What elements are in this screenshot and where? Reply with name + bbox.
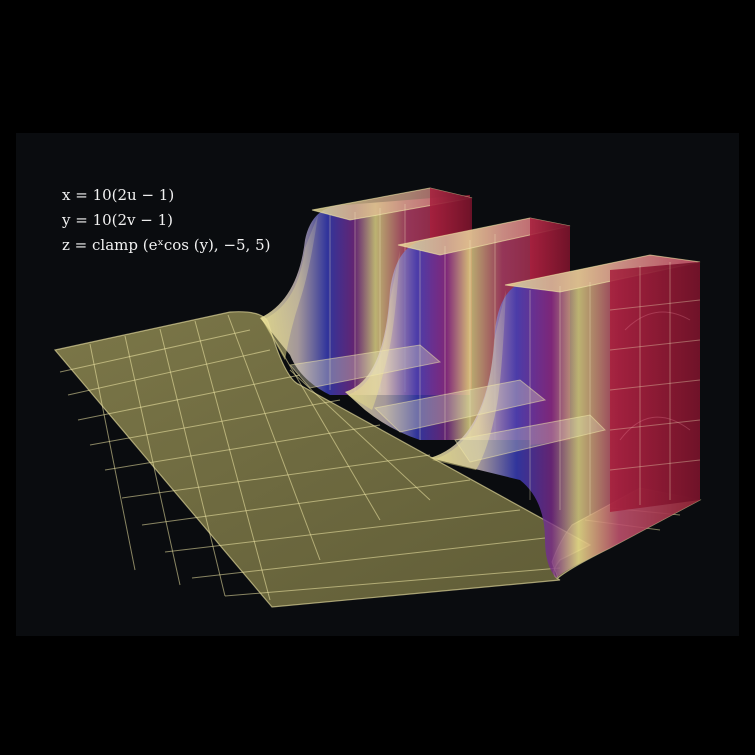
equation-z: z = clamp (eˣcos (y), −5, 5) (62, 236, 271, 254)
equation-x: x = 10(2u − 1) (62, 186, 175, 204)
equation-y: y = 10(2v − 1) (62, 211, 174, 229)
floor-plane (53, 311, 592, 608)
ridge-3 (373, 254, 701, 578)
equation-block: x = 10(2u − 1) y = 10(2v − 1) z = clamp … (62, 183, 270, 258)
